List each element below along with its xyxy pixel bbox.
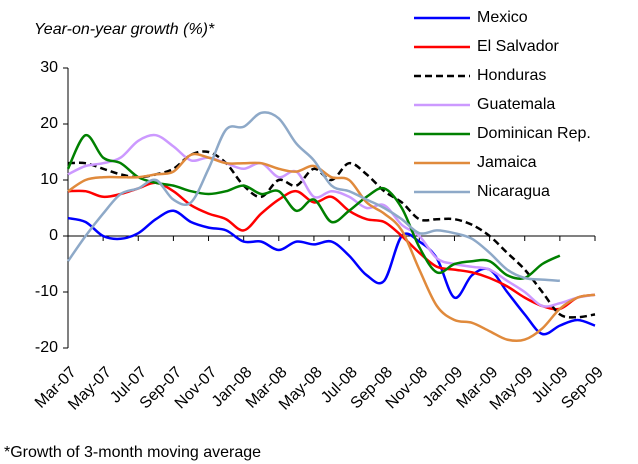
series-line bbox=[67, 209, 596, 336]
legend-label: Guatemala bbox=[477, 96, 555, 113]
legend-label: Mexico bbox=[477, 9, 528, 26]
legend-label: El Salvador bbox=[477, 38, 559, 55]
series-line bbox=[67, 181, 596, 311]
series-line bbox=[67, 152, 596, 343]
series-line bbox=[66, 111, 560, 283]
legend-label: Honduras bbox=[477, 67, 546, 84]
legend-label: Nicaragua bbox=[477, 183, 550, 200]
legend-label: Dominican Rep. bbox=[477, 125, 591, 142]
series-line bbox=[67, 133, 596, 308]
y-tick-label: 20 bbox=[40, 115, 58, 132]
legend-label: Jamaica bbox=[477, 154, 537, 171]
y-tick-label: 10 bbox=[40, 171, 58, 188]
y-tick-label: 30 bbox=[40, 59, 58, 76]
y-tick-label: -20 bbox=[35, 339, 58, 356]
y-tick-label: -10 bbox=[35, 283, 58, 300]
y-tick-label: 0 bbox=[49, 227, 58, 244]
footnote: *Growth of 3-month moving average bbox=[4, 444, 261, 461]
chart-title: Year-on-year growth (%)* bbox=[34, 21, 215, 38]
